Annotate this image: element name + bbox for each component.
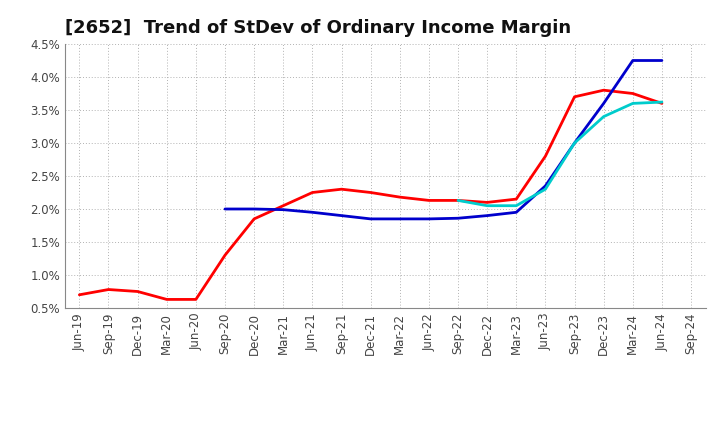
5 Years (629, 58, 637, 63)
3 Years (308, 190, 317, 195)
3 Years (512, 196, 521, 202)
7 Years (541, 187, 550, 192)
3 Years (163, 297, 171, 302)
3 Years (657, 101, 666, 106)
3 Years (192, 297, 200, 302)
5 Years (570, 140, 579, 146)
3 Years (104, 287, 113, 292)
7 Years (483, 203, 492, 208)
3 Years (454, 198, 462, 203)
3 Years (75, 292, 84, 297)
3 Years (133, 289, 142, 294)
5 Years (395, 216, 404, 221)
5 Years (308, 209, 317, 215)
3 Years (599, 88, 608, 93)
5 Years (541, 183, 550, 188)
5 Years (512, 209, 521, 215)
Text: [2652]  Trend of StDev of Ordinary Income Margin: [2652] Trend of StDev of Ordinary Income… (65, 19, 571, 37)
3 Years (425, 198, 433, 203)
5 Years (366, 216, 375, 221)
3 Years (337, 187, 346, 192)
3 Years (220, 253, 229, 258)
7 Years (657, 99, 666, 105)
5 Years (657, 58, 666, 63)
3 Years (541, 154, 550, 159)
3 Years (395, 194, 404, 200)
3 Years (366, 190, 375, 195)
3 Years (250, 216, 258, 221)
7 Years (629, 101, 637, 106)
7 Years (599, 114, 608, 119)
7 Years (512, 203, 521, 208)
5 Years (279, 207, 287, 212)
3 Years (629, 91, 637, 96)
3 Years (279, 203, 287, 208)
Line: 3 Years: 3 Years (79, 90, 662, 299)
5 Years (425, 216, 433, 221)
5 Years (250, 206, 258, 212)
7 Years (570, 140, 579, 146)
Line: 7 Years: 7 Years (458, 102, 662, 205)
3 Years (570, 94, 579, 99)
5 Years (337, 213, 346, 218)
5 Years (220, 206, 229, 212)
5 Years (599, 101, 608, 106)
5 Years (483, 213, 492, 218)
Line: 5 Years: 5 Years (225, 60, 662, 219)
5 Years (454, 216, 462, 221)
3 Years (483, 200, 492, 205)
7 Years (454, 198, 462, 203)
